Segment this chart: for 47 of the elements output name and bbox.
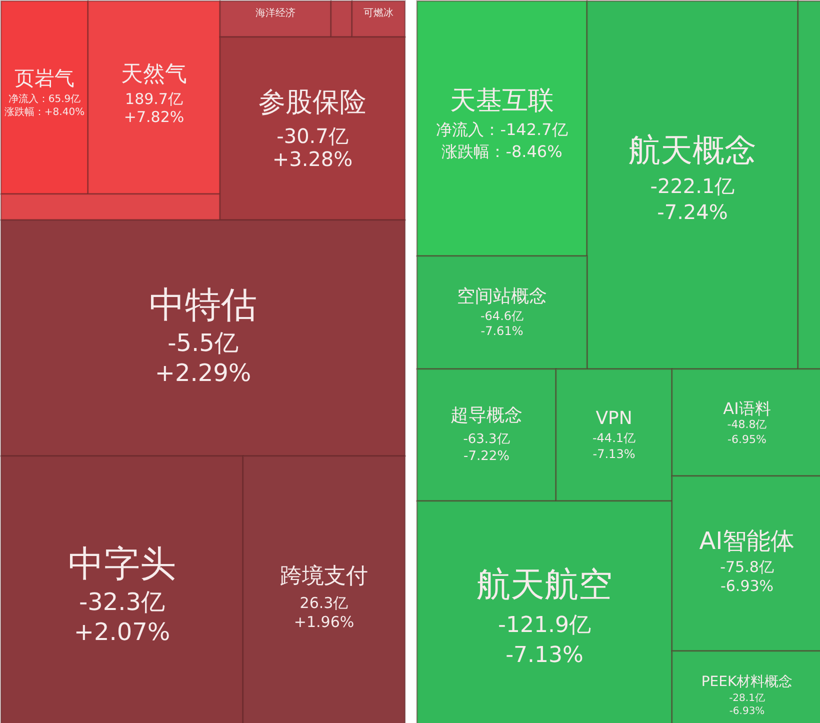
data-label: -7.13% — [506, 643, 584, 668]
category-label: 航天概念 — [628, 131, 756, 169]
category-label: 超导概念 — [450, 405, 522, 426]
data-label: -6.95% — [728, 433, 766, 446]
data-label: +2.29% — [154, 359, 252, 387]
data-label: -44.1亿 — [592, 431, 636, 445]
category-label: 页岩气 — [14, 66, 74, 90]
data-label: +2.07% — [74, 618, 170, 646]
data-label: -48.8亿 — [727, 418, 767, 431]
category-label: AI智能体 — [699, 527, 795, 555]
category-label: 中特估 — [149, 285, 257, 326]
data-label: +3.28% — [272, 147, 353, 171]
data-label: 26.3亿 — [300, 594, 348, 612]
data-label: 涨跌幅：+8.40% — [4, 106, 85, 118]
category-label: 空间站概念 — [457, 286, 547, 307]
data-label: -6.93% — [729, 706, 765, 717]
data-label: -7.24% — [657, 200, 728, 224]
data-label: +1.96% — [294, 613, 354, 631]
data-label: -30.7亿 — [276, 124, 348, 148]
data-label: 净流入：-142.7亿 — [436, 120, 568, 139]
category-label: VPN — [596, 408, 632, 429]
category-label: 航天航空 — [476, 565, 612, 605]
data-label: -7.61% — [480, 324, 524, 338]
category-label: 天然气 — [121, 62, 187, 87]
data-label: -6.93% — [720, 577, 774, 595]
data-label: -75.8亿 — [720, 558, 774, 576]
data-label: +7.82% — [124, 108, 184, 126]
category-label: 参股保险 — [258, 87, 366, 118]
data-label: -5.5亿 — [168, 329, 238, 357]
data-label: -222.1亿 — [650, 174, 735, 198]
data-label: -121.9亿 — [498, 613, 591, 638]
category-label: 可燃冰 — [364, 7, 394, 19]
data-label: 189.7亿 — [125, 90, 183, 108]
category-label: AI语料 — [723, 399, 771, 418]
category-label: 跨境支付 — [280, 564, 368, 589]
category-label: PEEK材料概念 — [701, 674, 793, 690]
data-label: -7.22% — [464, 449, 510, 464]
data-label: -32.3亿 — [78, 588, 166, 616]
data-label: -64.6亿 — [480, 309, 524, 323]
data-label: -7.13% — [592, 447, 636, 461]
category-label: 海洋经济 — [256, 7, 296, 19]
category-label: 中字头 — [68, 544, 176, 585]
data-label: 涨跌幅：-8.46% — [442, 142, 562, 161]
category-label: 天基互联 — [450, 86, 554, 116]
data-label: -28.1亿 — [729, 693, 765, 704]
data-label: -63.3亿 — [463, 432, 510, 447]
data-label: 净流入：65.9亿 — [8, 93, 81, 105]
